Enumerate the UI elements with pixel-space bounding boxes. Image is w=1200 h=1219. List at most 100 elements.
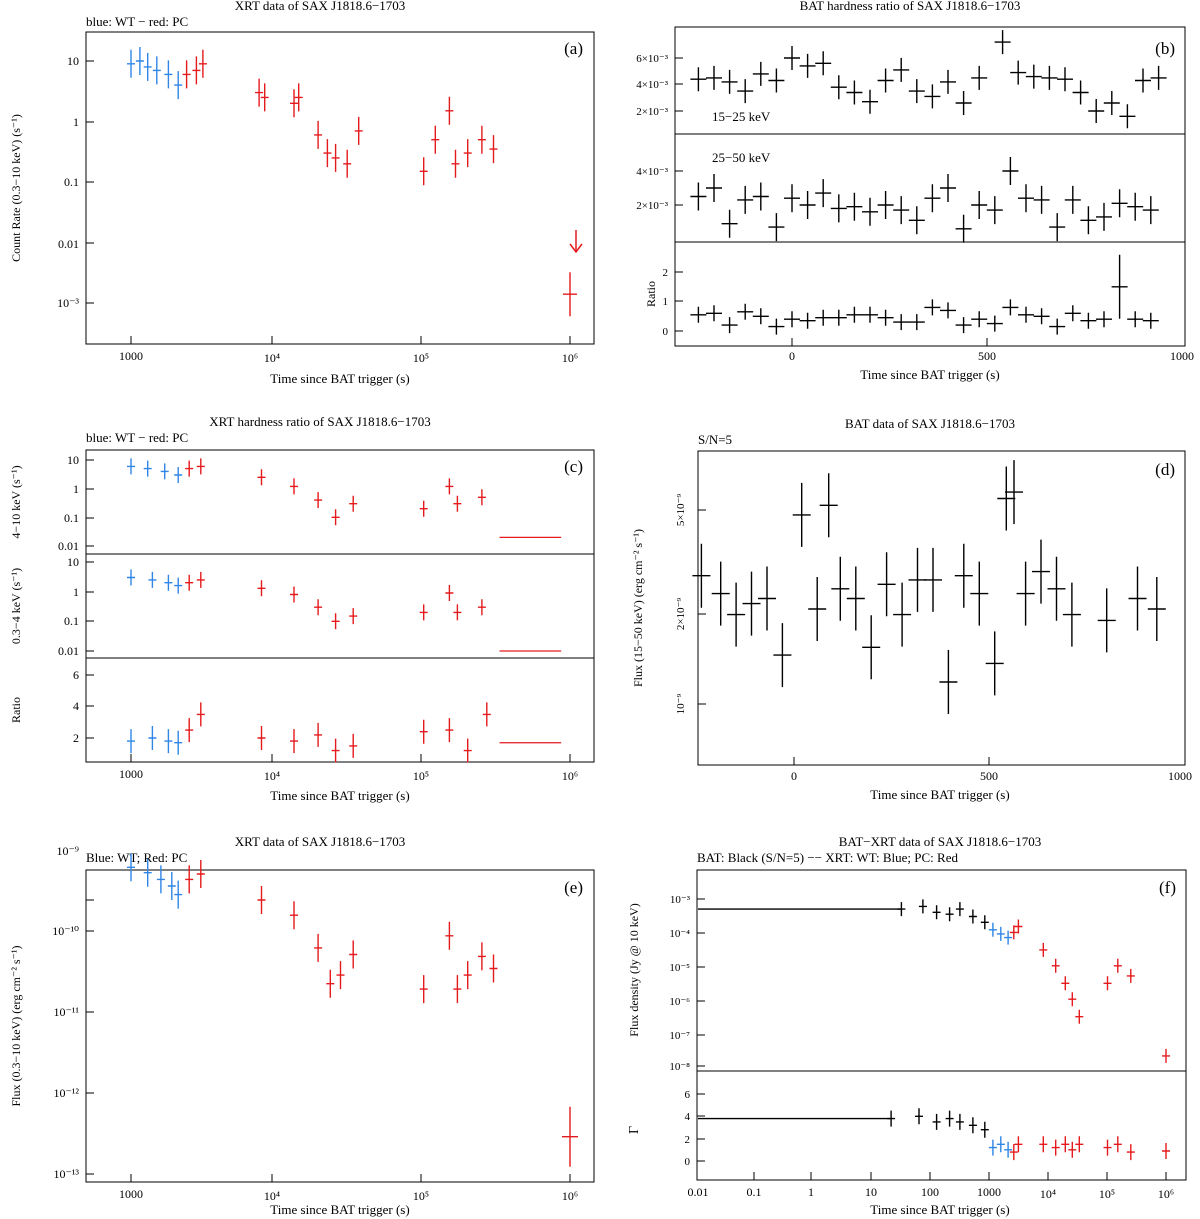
data-point: [897, 902, 906, 917]
data-point: [331, 143, 340, 172]
data-point: [768, 318, 785, 335]
panel-f-xtick-label: 0.1: [747, 1185, 762, 1199]
panel-f-ytick-label: 4: [685, 1111, 691, 1123]
panel-b-xlabel: Time since BAT trigger (s): [860, 367, 999, 382]
data-point: [127, 853, 135, 882]
panel-c-ylabel-top: 4−10 keV (s⁻¹): [9, 465, 23, 538]
data-point: [862, 197, 878, 226]
data-point: [1103, 1139, 1112, 1156]
data-point: [1009, 1144, 1018, 1161]
data-point: [143, 460, 152, 477]
data-point: [489, 954, 498, 983]
panel-d: BAT data of SAX J1818.6−1703 S/N=5 (d) F…: [631, 416, 1192, 802]
data-point: [445, 718, 454, 743]
panel-c-ytick-label: 0.1: [64, 511, 79, 525]
panel-e-xtick-label: 10⁶: [562, 1189, 578, 1203]
panel-e-ytick-label: 10⁻⁹: [56, 844, 79, 858]
panel-e: XRT data of SAX J1818.6−1703 Blue: WT; R…: [9, 834, 595, 1217]
panel-d-xtick-label: 500: [980, 769, 998, 783]
data-point: [1002, 157, 1019, 185]
data-point: [706, 65, 722, 90]
data-point: [819, 473, 838, 538]
data-point: [1033, 308, 1050, 325]
data-point: [1103, 91, 1120, 115]
data-point: [314, 722, 323, 747]
data-point: [1097, 588, 1116, 653]
data-point: [758, 566, 776, 631]
data-point: [940, 302, 956, 319]
data-point: [489, 135, 498, 164]
data-point: [349, 608, 358, 625]
data-point: [349, 733, 358, 758]
data-point: [185, 460, 194, 477]
panel-f-ytick-label: 10⁻³: [670, 894, 691, 906]
data-point: [198, 49, 207, 78]
data-point: [971, 311, 988, 328]
panel-a: XRT data of SAX J1818.6−1703 blue: WT − …: [9, 0, 595, 386]
data-point: [419, 157, 428, 186]
panel-a-frame: [85, 31, 595, 345]
panel-e-ytick-label: 10⁻¹³: [53, 1167, 79, 1181]
panel-e-ytick-label: 10⁻¹¹: [53, 1005, 79, 1019]
data-point: [1113, 1136, 1122, 1153]
data-point: [737, 303, 754, 320]
data-point: [1018, 184, 1034, 213]
data-point: [419, 975, 428, 1004]
data-point: [893, 314, 910, 331]
data-point: [711, 561, 730, 626]
panel-f-ylabel-top: Flux density (Jy @ 10 keV): [627, 903, 641, 1036]
data-point: [924, 299, 941, 316]
data-point: [1126, 968, 1135, 983]
panel-a-ytick-label: 10: [67, 54, 79, 68]
panel-a-ytick-label: 0.01: [58, 237, 79, 251]
data-point: [918, 899, 927, 914]
data-point: [737, 79, 754, 104]
data-point: [877, 309, 894, 326]
data-point: [887, 1110, 896, 1127]
panel-b: BAT hardness ratio of SAX J1818.6−1703 (…: [636, 0, 1194, 382]
data-point: [968, 909, 977, 924]
data-point: [1002, 299, 1019, 316]
data-point: [1057, 67, 1073, 92]
panel-f-xtick-label: 1000: [977, 1185, 1001, 1199]
data-point: [955, 902, 964, 917]
data-point: [1004, 1141, 1013, 1158]
data-point: [815, 51, 832, 76]
data-point: [1051, 958, 1060, 973]
data-point: [1080, 206, 1097, 235]
panel-e-title: XRT data of SAX J1818.6−1703: [235, 834, 406, 849]
panel-f-frame: [696, 869, 1187, 1181]
data-point: [1009, 925, 1018, 940]
panel-a-marks: [127, 47, 577, 317]
panel-f-xtick-label: 100: [921, 1185, 939, 1199]
data-point: [1119, 104, 1136, 129]
data-point: [831, 556, 850, 621]
data-point: [431, 125, 440, 154]
data-point: [690, 306, 707, 323]
data-point: [1072, 80, 1089, 105]
data-point: [996, 1136, 1005, 1153]
data-point: [174, 467, 183, 483]
data-point: [127, 49, 135, 78]
data-point: [727, 582, 746, 647]
data-point: [924, 547, 942, 612]
panel-c-xtick-label: 1000: [119, 767, 143, 781]
panel-a-xlabel: Time since BAT trigger (s): [270, 371, 409, 386]
data-point: [752, 61, 769, 86]
data-point: [968, 1117, 977, 1134]
data-point: [257, 886, 266, 914]
data-point: [445, 585, 454, 601]
panel-e-xtick-label: 1000: [119, 1187, 143, 1201]
panel-c-ytick-label: 10: [67, 453, 79, 467]
panel-f-ytick-label: 10⁻⁴: [669, 928, 690, 940]
data-point: [768, 68, 785, 93]
data-point: [706, 305, 722, 322]
data-point: [893, 196, 910, 225]
data-point: [196, 860, 205, 888]
data-point: [419, 604, 428, 621]
data-point: [997, 466, 1016, 531]
data-point: [482, 702, 491, 727]
data-point: [477, 942, 486, 971]
data-point: [1039, 942, 1048, 957]
data-point: [463, 738, 472, 763]
